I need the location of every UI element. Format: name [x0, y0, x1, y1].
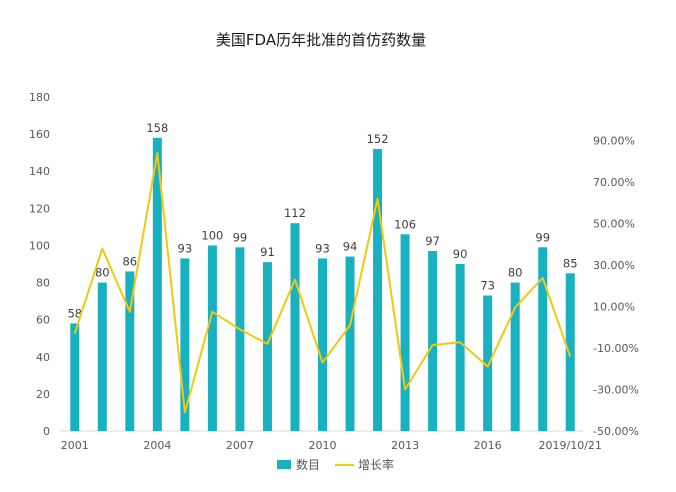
- bar: [207, 245, 217, 431]
- bar-value-label: 80: [95, 266, 110, 280]
- bar-value-label: 90: [453, 247, 468, 261]
- bar: [318, 258, 327, 431]
- bar-value-label: 100: [201, 228, 223, 242]
- bar-value-label: 93: [315, 241, 330, 255]
- y-right-tick-label: -30.00%: [593, 384, 639, 397]
- bar-value-label: 152: [367, 132, 389, 146]
- bar-value-label: 80: [508, 266, 523, 280]
- bar-value-label: 112: [284, 206, 306, 220]
- y-right-tick-label: 30.00%: [593, 259, 635, 272]
- growth-line: [73, 152, 572, 414]
- y-left-tick-label: 0: [43, 425, 50, 438]
- bar: [455, 264, 465, 431]
- y-right-tick-label: -10.00%: [593, 342, 639, 355]
- bar-value-labels: 58 80 86 158 93 100 99 91 112 93 94 152 106 97 90 73 80 9…: [67, 121, 577, 321]
- legend: 数目 增长率: [277, 457, 394, 472]
- bar: [262, 262, 272, 431]
- bar-value-label: 73: [480, 279, 495, 293]
- y-left-tick-label: 60: [36, 314, 50, 327]
- y-right-tick-label: 10.00%: [593, 301, 635, 314]
- y-left-tick-label: 160: [29, 128, 50, 141]
- y-left-tick-label: 120: [29, 202, 50, 215]
- bar-value-label: 86: [122, 254, 137, 268]
- bar: [152, 137, 162, 432]
- y-right-tick-label: -50.00%: [593, 425, 639, 438]
- bar: [483, 295, 493, 431]
- bars: [70, 137, 575, 432]
- bar-value-label: 85: [563, 256, 578, 270]
- x-tick-label: 2001: [61, 439, 89, 452]
- bar-value-label: 158: [146, 121, 168, 135]
- x-tick-label: 2010: [309, 439, 337, 452]
- y-right-tick-label: 50.00%: [593, 218, 635, 231]
- y-right-tick-label: 70.00%: [593, 176, 635, 189]
- bar: [180, 258, 190, 431]
- bar-value-label: 97: [425, 234, 440, 248]
- bar: [70, 323, 80, 431]
- x-tick-label: 2013: [391, 439, 419, 452]
- y-left-tick-label: 80: [36, 277, 50, 290]
- bar-value-label: 94: [343, 240, 358, 254]
- legend-bar-swatch: [277, 460, 291, 469]
- y-left-tick-label: 40: [36, 351, 50, 364]
- bar-value-label: 106: [394, 217, 416, 231]
- bar-value-label: 99: [535, 230, 550, 244]
- chart-title: 美国FDA历年批准的首仿药数量: [216, 31, 426, 49]
- bar: [428, 251, 438, 431]
- bar: [538, 247, 548, 431]
- y-left-tick-label: 20: [36, 388, 50, 401]
- bar-value-label: 91: [260, 245, 275, 259]
- x-tick-label: 2004: [143, 439, 171, 452]
- bar: [400, 234, 410, 431]
- bar: [290, 223, 300, 431]
- y-left-tick-label: 180: [29, 91, 50, 104]
- bar-value-label: 93: [178, 241, 193, 255]
- bar: [510, 282, 520, 431]
- bar: [235, 247, 245, 431]
- bar: [97, 282, 107, 431]
- y-left-tick-label: 140: [29, 165, 50, 178]
- x-tick-label: 2007: [226, 439, 254, 452]
- bar-value-label: 58: [67, 306, 82, 320]
- bar: [565, 273, 575, 431]
- bar: [345, 256, 355, 431]
- bar-value-label: 99: [233, 230, 248, 244]
- x-tick-label: 2016: [474, 439, 502, 452]
- x-tick-label: 2019/10/21: [539, 439, 602, 452]
- legend-bar-label: 数目: [296, 457, 320, 472]
- y-right-tick-label: 90.00%: [593, 135, 635, 148]
- bar: [373, 148, 383, 431]
- y-left-tick-label: 100: [29, 239, 50, 252]
- legend-line-label: 增长率: [358, 457, 394, 472]
- axes: 0 20 40 60 80 100 120 140 160 180 -50.00% -30.00% -1…: [29, 91, 639, 452]
- bar: [125, 271, 135, 431]
